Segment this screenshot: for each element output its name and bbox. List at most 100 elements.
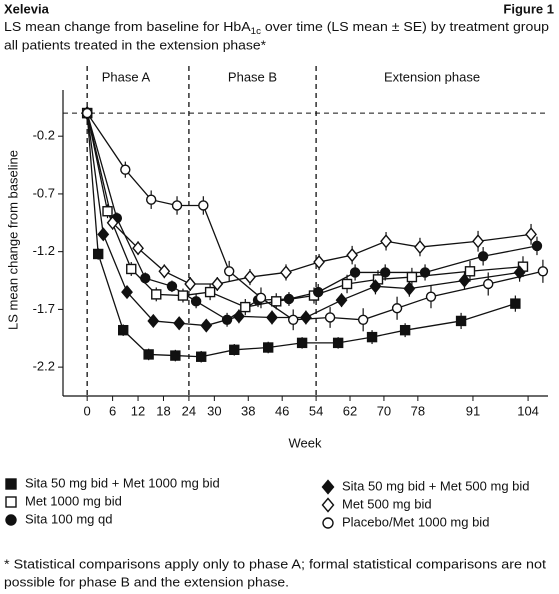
- legend-label: Sita 50 mg bid + Met 500 mg bid: [342, 478, 530, 493]
- marker: [118, 324, 129, 336]
- marker: [200, 318, 213, 333]
- marker: [97, 227, 110, 242]
- marker: [170, 350, 181, 361]
- x-tick-label: 91: [466, 403, 480, 418]
- x-tick-label: 104: [517, 403, 539, 418]
- marker: [513, 265, 526, 280]
- y-tick-label: -0.7: [33, 185, 55, 200]
- marker: [288, 314, 299, 325]
- marker: [510, 298, 521, 309]
- x-tick-label: 46: [275, 403, 289, 418]
- marker: [296, 337, 308, 349]
- x-tick-label: 38: [241, 403, 255, 418]
- marker: [335, 293, 348, 308]
- marker: [531, 240, 543, 252]
- x-tick-label: 78: [411, 403, 425, 418]
- marker: [391, 303, 403, 314]
- marker: [537, 266, 549, 277]
- marker: [92, 248, 104, 260]
- marker: [132, 241, 144, 256]
- marker: [244, 269, 256, 285]
- marker: [184, 276, 197, 292]
- marker: [380, 267, 391, 278]
- marker: [143, 349, 154, 360]
- marker: [106, 215, 119, 230]
- marker: [233, 309, 245, 324]
- marker: [151, 289, 162, 300]
- marker: [120, 164, 131, 175]
- marker: [346, 248, 359, 263]
- marker: [177, 290, 189, 301]
- legend-label: Placebo/Met 1000 mg bid: [342, 514, 489, 529]
- title-subscript: 1c: [251, 26, 262, 36]
- marker: [349, 267, 361, 278]
- marker: [240, 301, 251, 313]
- marker: [483, 278, 494, 290]
- marker: [262, 342, 274, 353]
- marker: [140, 273, 151, 284]
- marker: [369, 279, 382, 294]
- marker: [464, 266, 476, 277]
- x-tick-label: 54: [309, 403, 323, 418]
- marker: [271, 296, 282, 307]
- marker: [280, 265, 292, 280]
- legend-label: Sita 50 mg bid + Met 1000 mg bid: [25, 475, 220, 490]
- x-tick-label: 30: [207, 403, 221, 418]
- legend-label: Met 500 mg bid: [342, 496, 432, 511]
- footnote: possible for phase B and the extension p…: [4, 574, 289, 589]
- chart-title: LS mean change from baseline for HbA 1c o…: [4, 19, 549, 36]
- y-axis-label: LS mean change from baseline: [5, 150, 20, 330]
- marker: [313, 254, 325, 270]
- x-tick-label: 6: [109, 403, 116, 418]
- phase-label: Extension phase: [384, 69, 480, 84]
- x-tick-label: 0: [84, 403, 91, 418]
- y-tick-label: -1.2: [33, 243, 55, 258]
- legend-marker: [5, 514, 17, 526]
- marker: [204, 286, 216, 298]
- marker: [81, 107, 93, 119]
- legend-marker: [321, 497, 335, 513]
- marker: [190, 296, 202, 307]
- marker: [300, 310, 312, 325]
- phase-label: Phase B: [228, 69, 277, 84]
- footnote: * Statistical comparisons apply only to …: [4, 556, 546, 571]
- legend-marker: [321, 479, 335, 495]
- marker: [366, 331, 378, 343]
- marker: [477, 251, 489, 262]
- legend-label: Met 1000 mg bid: [25, 493, 122, 508]
- marker: [221, 314, 233, 325]
- y-tick-label: -1.7: [33, 301, 55, 316]
- marker: [380, 234, 392, 249]
- marker: [266, 310, 278, 325]
- marker: [126, 263, 137, 275]
- series-line: [86, 113, 520, 327]
- legend-label: Sita 100 mg qd: [25, 511, 112, 526]
- y-tick-label: -0.2: [33, 128, 55, 143]
- title-part: LS mean change from baseline for HbA: [4, 19, 251, 34]
- legend-marker: [5, 496, 17, 508]
- marker: [147, 313, 160, 329]
- x-tick-label: 12: [131, 403, 145, 418]
- marker: [171, 200, 183, 211]
- marker: [419, 267, 431, 278]
- marker: [425, 291, 437, 302]
- marker: [158, 264, 171, 279]
- legend-marker: [322, 517, 334, 529]
- marker: [198, 200, 209, 211]
- marker: [332, 337, 344, 349]
- x-tick-label: 70: [377, 403, 391, 418]
- phase-label: Phase A: [102, 69, 151, 84]
- marker: [121, 284, 133, 300]
- figure-number: Figure 1: [503, 1, 554, 16]
- marker: [145, 194, 157, 205]
- series-line: [86, 112, 524, 308]
- legend-marker: [5, 478, 17, 490]
- marker: [324, 312, 336, 323]
- x-tick-label: 24: [182, 403, 196, 418]
- marker: [223, 266, 235, 277]
- marker: [472, 234, 484, 249]
- marker: [414, 239, 426, 255]
- marker: [166, 281, 178, 292]
- x-tick-label: 62: [343, 403, 357, 418]
